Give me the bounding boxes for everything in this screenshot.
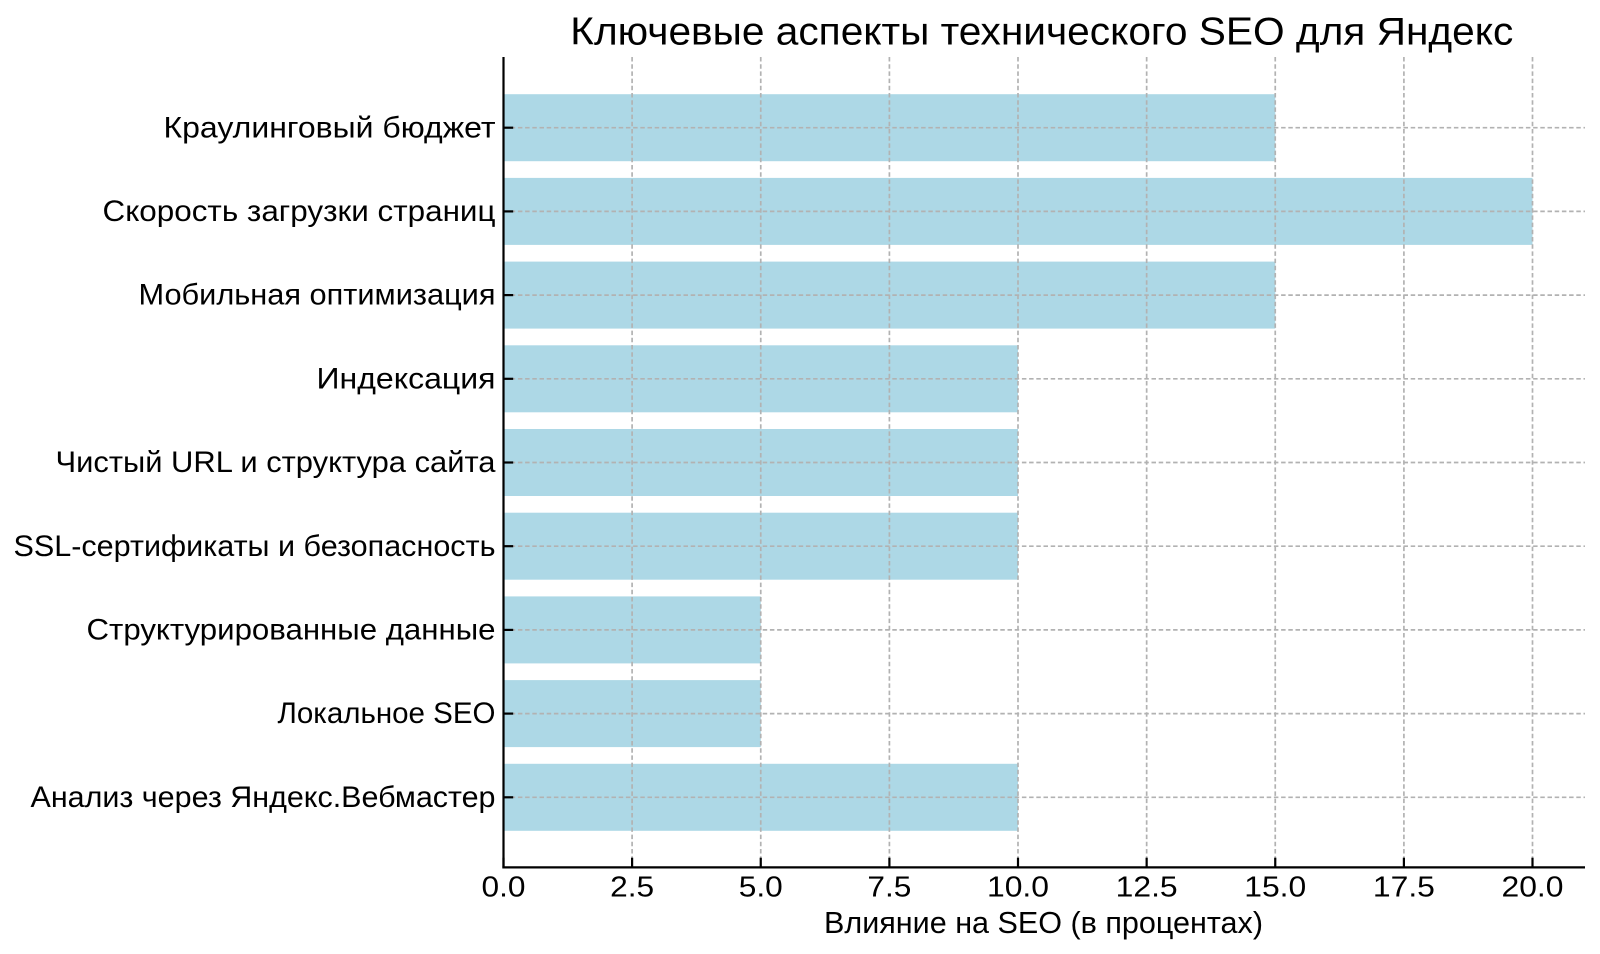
svg-text:Скорость загрузки страниц: Скорость загрузки страниц: [103, 195, 496, 228]
svg-text:Анализ через Яндекс.Вебмастер: Анализ через Яндекс.Вебмастер: [31, 781, 496, 814]
svg-text:Краулинговый бюджет: Краулинговый бюджет: [164, 111, 496, 144]
svg-text:7.5: 7.5: [867, 872, 911, 904]
svg-text:Индексация: Индексация: [317, 362, 496, 395]
svg-text:12.5: 12.5: [1116, 872, 1178, 904]
svg-text:2.5: 2.5: [610, 872, 654, 904]
svg-text:5.0: 5.0: [739, 872, 783, 904]
svg-text:10.0: 10.0: [987, 872, 1049, 904]
svg-text:15.0: 15.0: [1244, 872, 1306, 904]
svg-text:Локальное SEO: Локальное SEO: [278, 697, 496, 730]
svg-text:Мобильная оптимизация: Мобильная оптимизация: [139, 279, 496, 312]
svg-text:Влияние на SEO (в процентах): Влияние на SEO (в процентах): [824, 905, 1263, 940]
svg-text:Ключевые аспекты технического: Ключевые аспекты технического SEO для Ян…: [570, 10, 1513, 53]
svg-text:0.0: 0.0: [482, 872, 526, 904]
svg-text:SSL-сертификаты и безопасность: SSL-сертификаты и безопасность: [14, 530, 496, 563]
svg-text:17.5: 17.5: [1373, 872, 1435, 904]
svg-text:20.0: 20.0: [1502, 872, 1564, 904]
svg-text:Чистый URL и структура сайта: Чистый URL и структура сайта: [56, 446, 496, 479]
svg-text:Структурированные данные: Структурированные данные: [87, 614, 496, 647]
